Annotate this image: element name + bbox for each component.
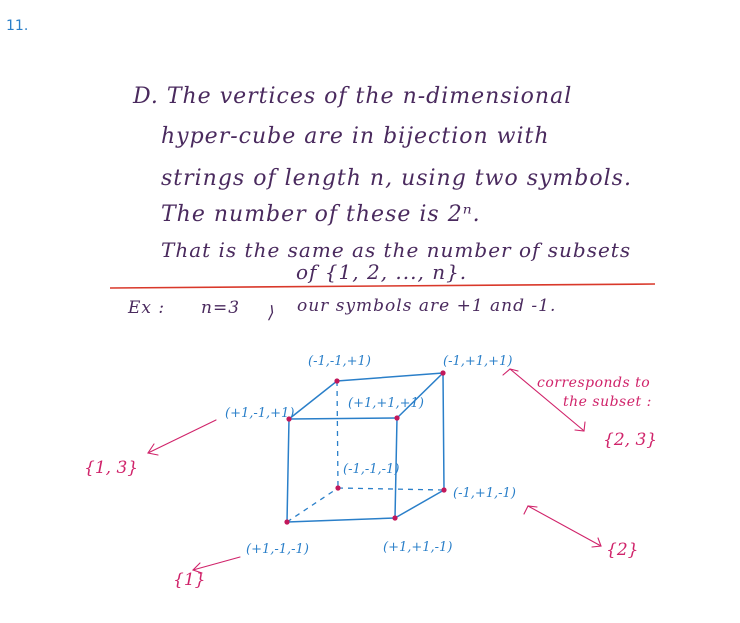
label-back-top-right: (-1,+1,+1) <box>443 354 513 369</box>
edge-back-bottom-hidden <box>337 487 445 491</box>
corresponds-line-2: the subset : <box>563 394 652 410</box>
subset-2-3: {2, 3} <box>603 430 658 450</box>
cube-hidden-edges <box>286 380 445 523</box>
text-line-5: That is the same as the number of subset… <box>161 238 632 262</box>
cube-vertices <box>284 370 447 525</box>
vertex-back-bottom-right <box>441 487 447 493</box>
edge-bottom-left-hidden <box>286 487 339 523</box>
label-front-top-right: (+1,+1,+1) <box>348 396 424 411</box>
corresponds-line-1: corresponds to <box>537 375 651 391</box>
subset-1-3: {1, 3} <box>84 458 139 478</box>
text-line-4: The number of these is 2ⁿ. <box>161 202 481 227</box>
vertex-front-bottom-left <box>284 519 290 525</box>
arrows <box>147 368 602 574</box>
vertex-front-bottom-right <box>392 515 398 521</box>
arrow-2-3 <box>509 368 584 431</box>
vertex-back-top-right <box>440 370 446 376</box>
example-separator: ⟩ <box>268 303 276 323</box>
text-line-2: hyper-cube are in bijection with <box>161 124 550 149</box>
text-line-6: of {1, 2, ..., n}. <box>296 260 468 284</box>
example-label: Ex : <box>128 298 166 318</box>
vertex-front-top-left <box>286 416 292 422</box>
label-back-bottom-right: (-1,+1,-1) <box>453 486 516 501</box>
edge-top-left <box>288 380 338 420</box>
label-front-bottom-left: (+1,-1,-1) <box>246 542 309 557</box>
arrow-2 <box>527 505 602 547</box>
horizontal-rule <box>109 283 656 289</box>
text-line-1: D. The vertices of the n-dimensional <box>133 84 573 109</box>
label-back-bottom-left: (-1,-1,-1) <box>343 462 400 477</box>
edge-back-right <box>442 372 445 491</box>
page-number: 11. <box>6 18 29 34</box>
edge-back-left-hidden <box>336 380 339 489</box>
label-front-top-left: (+1,-1,+1) <box>225 406 295 421</box>
edge-front-bottom <box>286 517 396 523</box>
vertex-back-top-left <box>334 378 340 384</box>
edge-bottom-right <box>394 489 445 519</box>
vertex-back-bottom-left <box>335 485 341 491</box>
subset-1: {1} <box>173 570 206 590</box>
vertex-front-top-right <box>394 415 400 421</box>
arrow-1-3 <box>147 419 217 454</box>
edge-front-top <box>288 417 398 420</box>
edge-top-right <box>396 372 444 419</box>
arrow-1 <box>192 556 241 571</box>
edge-back-top <box>336 372 444 382</box>
edge-front-left <box>286 418 290 523</box>
cube-edges <box>286 372 445 523</box>
edge-front-right <box>394 417 398 519</box>
text-line-3: strings of length n, using two symbols. <box>161 166 632 191</box>
example-n-value: n=3 <box>201 298 241 318</box>
example-text: our symbols are +1 and -1. <box>297 296 557 316</box>
label-back-top-left: (-1,-1,+1) <box>308 354 371 369</box>
subset-2: {2} <box>606 540 639 560</box>
label-front-bottom-right: (+1,+1,-1) <box>383 540 453 555</box>
